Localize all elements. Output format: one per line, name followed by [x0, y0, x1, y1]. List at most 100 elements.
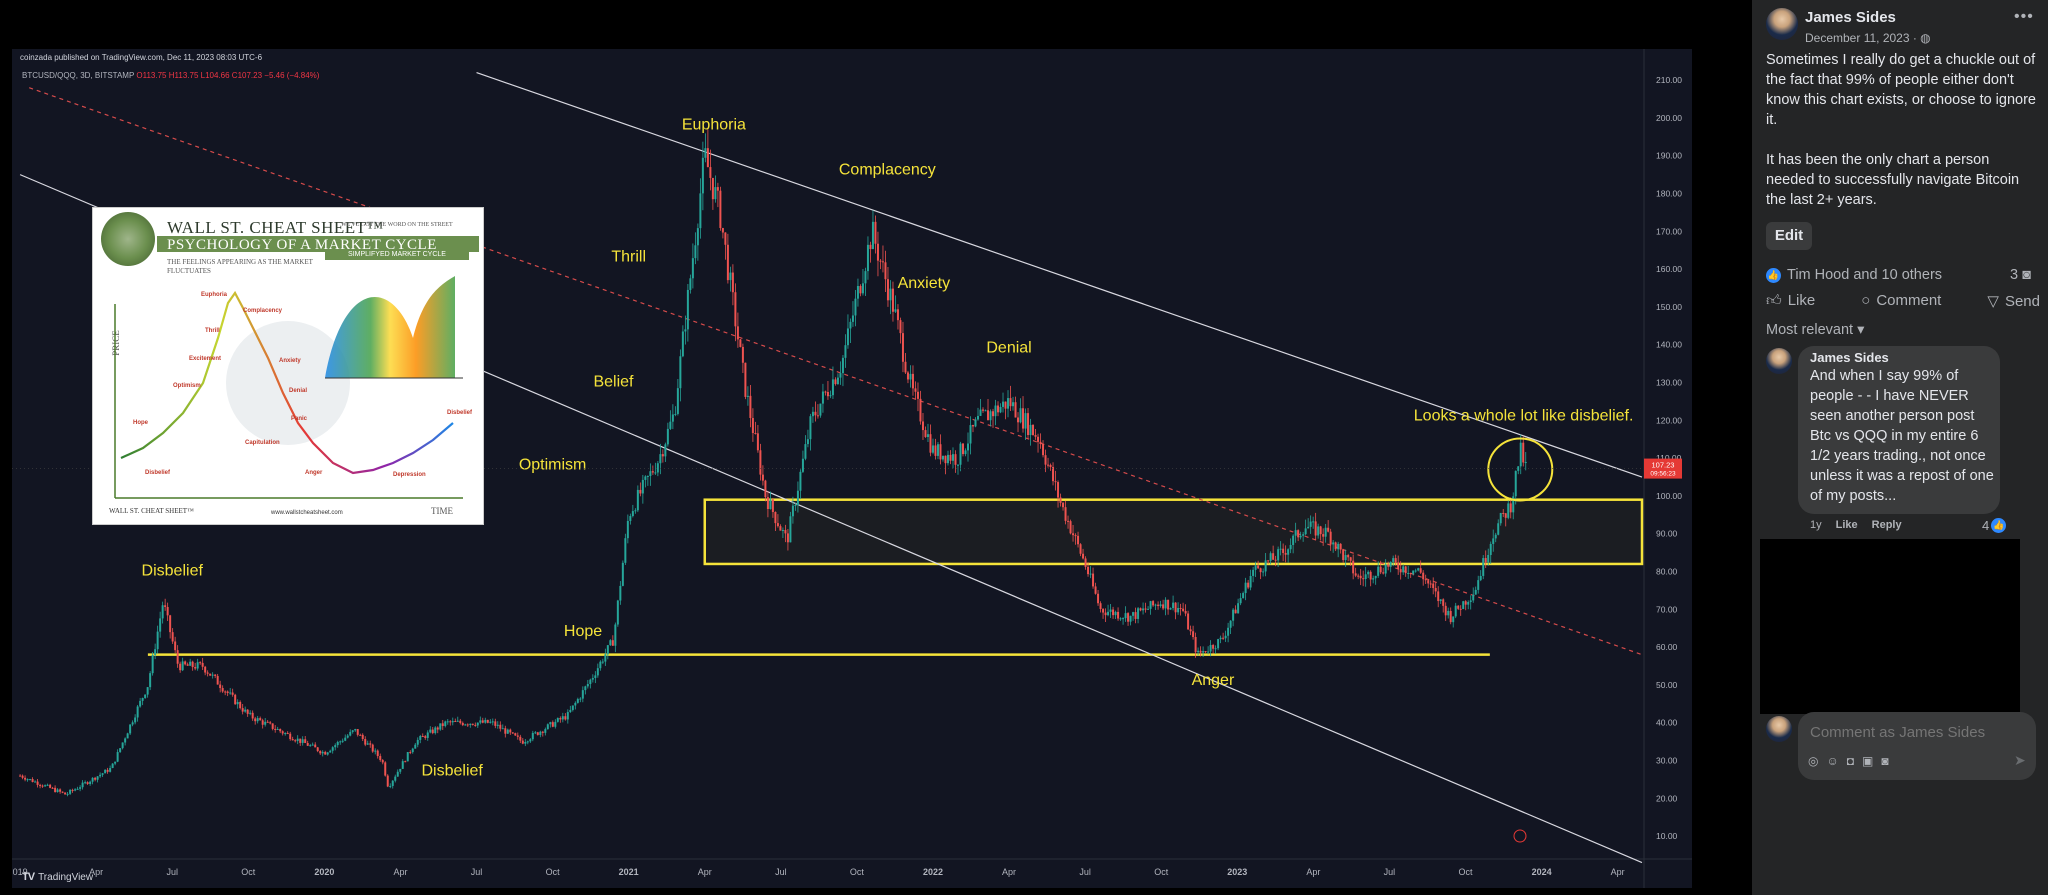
candle-body [554, 721, 557, 727]
candle-body [1184, 610, 1187, 614]
candle-body [1512, 496, 1515, 513]
more-options-icon[interactable]: ••• [2014, 8, 2034, 25]
last-price-tag [1644, 458, 1682, 479]
candle-body [1507, 503, 1510, 518]
candle-body [1317, 526, 1320, 536]
sticker-icon[interactable]: ◙ [1881, 754, 1889, 768]
candle-body [1382, 572, 1385, 574]
send-button[interactable]: ▽ Send [1987, 292, 2040, 310]
avatar-sticker-icon[interactable]: ◎ [1808, 754, 1819, 768]
candle-body [972, 425, 975, 427]
candle-body [1094, 586, 1097, 594]
candle-body [1462, 601, 1465, 610]
inset-label-anger: Anger [305, 470, 323, 476]
candle-body [1119, 618, 1122, 620]
candle-body [954, 454, 957, 465]
candle-body [1032, 424, 1035, 436]
inset-label-excitement: Excitement [189, 356, 222, 362]
ohlc-low: L104.66 [200, 71, 230, 80]
candle-body [1369, 571, 1372, 580]
comment-bubble-icon: ◙ [2022, 267, 2031, 283]
candle-body [736, 326, 739, 340]
candle-body [206, 672, 209, 674]
comment-likes[interactable]: 4 👍 [1982, 518, 2007, 533]
candle-body [1029, 424, 1032, 436]
candle-body [829, 395, 832, 397]
inset-time-axis-label: TIME [431, 506, 453, 516]
post-date[interactable]: December 11, 2023 · ◍ [1805, 31, 1931, 45]
x-tick-label: Oct [850, 867, 865, 877]
commenter-avatar[interactable] [1766, 348, 1792, 374]
candle-body [786, 533, 789, 543]
comment-author-name[interactable]: James Sides [1810, 350, 1889, 365]
candle-body [1259, 568, 1262, 573]
x-tick-label: Oct [1458, 867, 1473, 877]
candle-body [521, 740, 524, 744]
inset-url: www.wallstcheatsheet.com [271, 510, 343, 516]
candle-body [1392, 558, 1395, 562]
comment-button-label: Comment [1876, 292, 1942, 309]
candle-body [761, 474, 764, 481]
candle-body [249, 712, 252, 714]
candle-body [236, 701, 239, 705]
media-placeholder[interactable] [1760, 539, 2020, 714]
candle-body [1129, 615, 1132, 622]
edit-button[interactable]: Edit [1766, 222, 1812, 250]
candle-body [1334, 542, 1337, 550]
candle-body [274, 728, 277, 730]
gif-icon[interactable]: ▣ [1862, 754, 1874, 768]
candle-body [1047, 464, 1050, 466]
author-avatar[interactable] [1766, 8, 1798, 40]
send-comment-icon[interactable]: ➤ [2014, 752, 2026, 768]
candle-body [574, 702, 577, 706]
tradingview-footer[interactable]: TV TradingView [22, 871, 93, 883]
candle-body [982, 409, 985, 411]
candle-body [939, 444, 942, 460]
candle-body [711, 177, 714, 200]
candle-body [181, 661, 184, 671]
ohlc-change: −5.46 (−4.84%) [264, 71, 320, 80]
like-button[interactable]: 👍︎ Like [1766, 292, 1815, 310]
comment-sort-dropdown[interactable]: Most relevant ▾ [1766, 322, 1865, 338]
candle-body [304, 739, 307, 744]
candle-body [91, 777, 94, 782]
emoji-icon[interactable]: ☺ [1826, 754, 1839, 768]
candle-body [576, 699, 579, 703]
candle-body [1357, 575, 1360, 577]
comment-reply-link[interactable]: Reply [1871, 519, 1902, 531]
market-cycle-inset-image: WALL ST. CHEAT SHEET™ WE'VE GOT THE WORD… [92, 207, 484, 525]
candle-body [1389, 561, 1392, 567]
candle-body [726, 244, 729, 281]
comment-button[interactable]: ○ Comment [1861, 292, 1941, 310]
tradingview-chart[interactable]: 210.00 200.00 190.00 180.00 170.00 160.00 150.… [12, 49, 1692, 888]
candle-body [204, 666, 207, 673]
reactions-summary[interactable]: 👍 Tim Hood and 10 others [1766, 267, 1942, 283]
candle-body [1122, 618, 1125, 620]
candle-body [1502, 512, 1505, 514]
candle-body [874, 221, 877, 244]
candle-body [166, 606, 169, 616]
comment-count[interactable]: 3 ◙ [2010, 267, 2031, 283]
candle-body [39, 784, 42, 786]
candle-body [1109, 609, 1112, 612]
candle-body [311, 744, 314, 746]
candle-body [1247, 582, 1250, 588]
comment-like-link[interactable]: Like [1835, 519, 1858, 531]
candle-body [354, 729, 357, 731]
candle-body [929, 434, 932, 453]
post-author-name[interactable]: James Sides [1805, 9, 1896, 26]
candle-body [66, 793, 69, 795]
candle-body [834, 379, 837, 385]
candle-body [581, 690, 584, 699]
comment-age[interactable]: 1y [1810, 519, 1822, 531]
candle-body [1069, 521, 1072, 534]
candle-body [474, 724, 477, 726]
comment-input[interactable] [1808, 723, 2022, 742]
candle-body [997, 405, 1000, 413]
candle-body [1097, 593, 1100, 604]
candle-body [1027, 413, 1030, 436]
candle-body [76, 788, 79, 790]
candle-body [556, 718, 559, 722]
candle-body [611, 640, 614, 646]
camera-icon[interactable]: ◘ [1846, 754, 1854, 768]
